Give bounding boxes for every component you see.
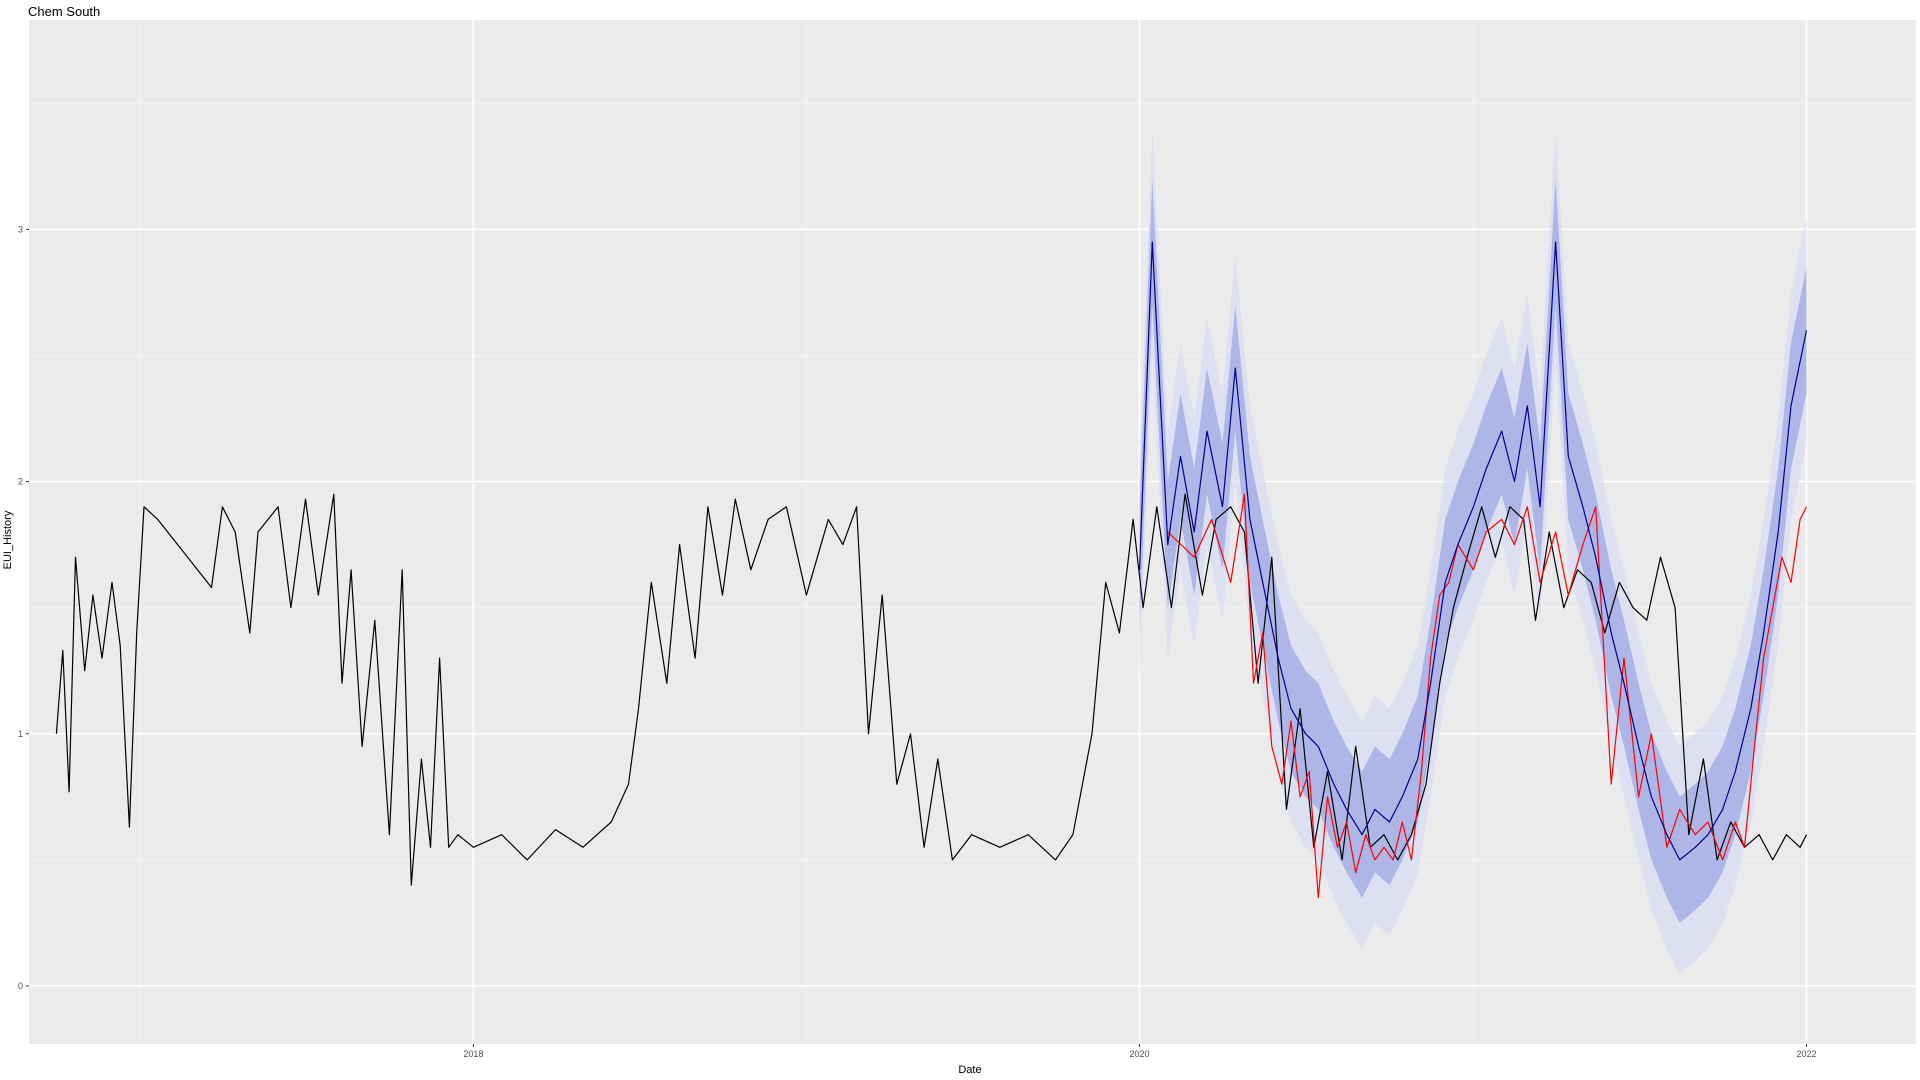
axis-ticks: 0 1 2 3 2018 2020 2022 bbox=[18, 224, 1817, 1059]
y-tick-label: 2 bbox=[18, 477, 23, 487]
x-tick-label: 2018 bbox=[463, 1049, 483, 1059]
series-lines bbox=[55, 241, 1808, 899]
x-tick-label: 2022 bbox=[1796, 1049, 1816, 1059]
chart-title: Chem South bbox=[28, 4, 101, 19]
forecast-band bbox=[1139, 128, 1807, 974]
x-tick-label: 2020 bbox=[1129, 1049, 1149, 1059]
y-tick-label: 3 bbox=[18, 224, 23, 234]
plot-background bbox=[29, 20, 1916, 1044]
series-line-history bbox=[55, 493, 1808, 886]
x-axis-label: Date bbox=[958, 1064, 982, 1076]
series-line-actual bbox=[1167, 493, 1808, 899]
y-tick-label: 1 bbox=[18, 729, 23, 739]
y-tick-label: 0 bbox=[18, 981, 23, 991]
series-line-forecast bbox=[1138, 241, 1808, 861]
forecast-band-inner bbox=[1139, 178, 1807, 923]
